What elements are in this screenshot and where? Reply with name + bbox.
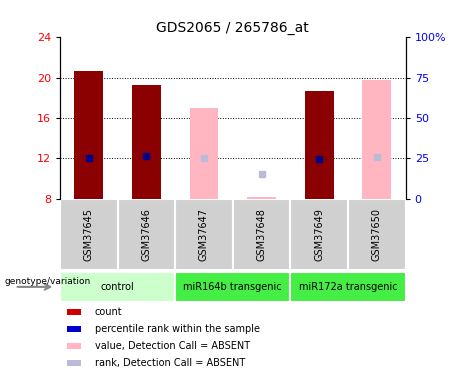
Bar bbox=[118, 199, 175, 270]
Text: genotype/variation: genotype/variation bbox=[5, 277, 91, 286]
Text: miR172a transgenic: miR172a transgenic bbox=[299, 282, 397, 292]
Bar bbox=[67, 309, 81, 315]
Text: miR164b transgenic: miR164b transgenic bbox=[183, 282, 282, 292]
Bar bbox=[305, 91, 334, 199]
Bar bbox=[175, 199, 233, 270]
Text: GSM37645: GSM37645 bbox=[84, 208, 94, 261]
Bar bbox=[189, 108, 219, 199]
Bar bbox=[132, 85, 161, 199]
Text: value, Detection Call = ABSENT: value, Detection Call = ABSENT bbox=[95, 341, 249, 351]
Bar bbox=[67, 326, 81, 332]
Bar bbox=[60, 199, 118, 270]
Text: GSM37648: GSM37648 bbox=[257, 208, 266, 261]
Text: count: count bbox=[95, 307, 122, 317]
Text: GSM37646: GSM37646 bbox=[142, 208, 151, 261]
Text: control: control bbox=[100, 282, 135, 292]
Bar bbox=[290, 199, 348, 270]
Bar bbox=[74, 71, 103, 199]
Text: percentile rank within the sample: percentile rank within the sample bbox=[95, 324, 260, 334]
Bar bbox=[290, 272, 406, 302]
Bar bbox=[362, 80, 391, 199]
Text: GSM37647: GSM37647 bbox=[199, 208, 209, 261]
Bar bbox=[175, 272, 290, 302]
Bar bbox=[348, 199, 406, 270]
Bar bbox=[233, 199, 290, 270]
Text: GSM37649: GSM37649 bbox=[314, 208, 324, 261]
Text: GSM37650: GSM37650 bbox=[372, 208, 382, 261]
Title: GDS2065 / 265786_at: GDS2065 / 265786_at bbox=[156, 21, 309, 35]
Bar bbox=[67, 343, 81, 349]
Bar bbox=[67, 360, 81, 366]
Text: rank, Detection Call = ABSENT: rank, Detection Call = ABSENT bbox=[95, 358, 245, 368]
Bar bbox=[247, 197, 276, 199]
Bar bbox=[60, 272, 175, 302]
